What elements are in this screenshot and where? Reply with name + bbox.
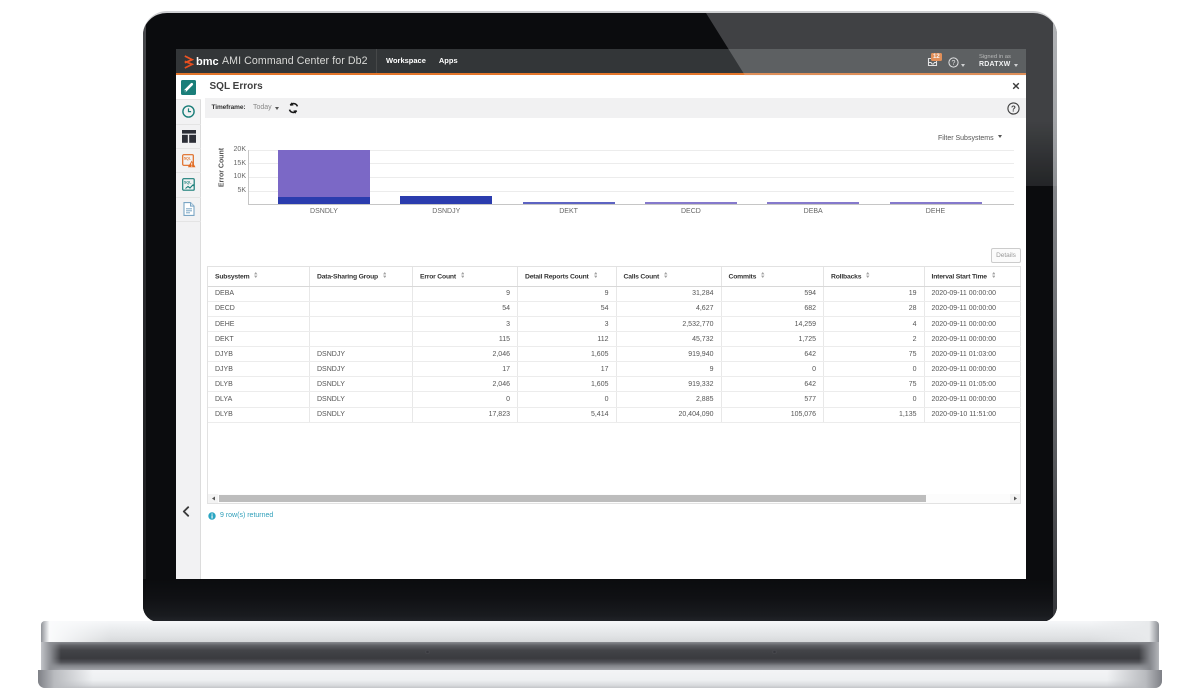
svg-text:?: ?: [952, 60, 956, 67]
svg-text:SQL: SQL: [184, 181, 192, 185]
svg-text:?: ?: [1011, 105, 1016, 114]
svg-text:SQL: SQL: [183, 156, 190, 160]
